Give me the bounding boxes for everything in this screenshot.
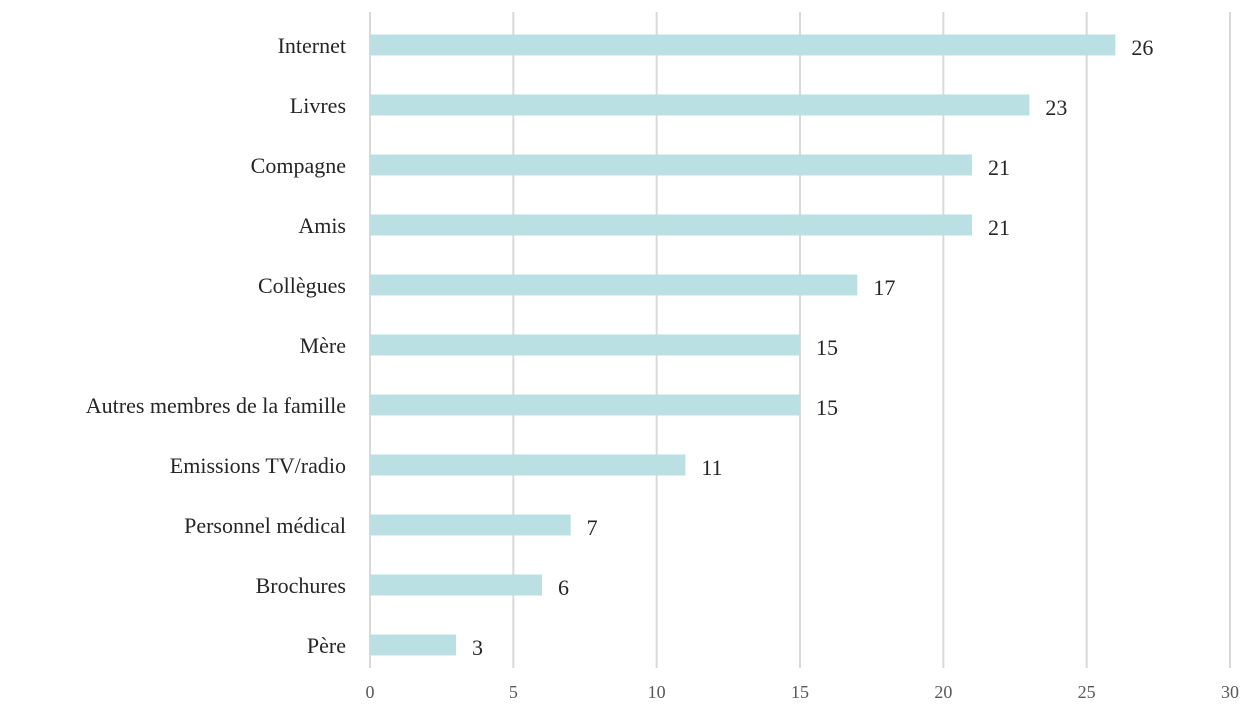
bar	[370, 34, 1116, 56]
x-tick-label: 25	[1078, 682, 1096, 702]
category-label: Compagne	[251, 153, 346, 178]
category-label: Emissions TV/radio	[170, 453, 346, 478]
bar	[370, 454, 686, 476]
data-label: 7	[587, 515, 598, 540]
data-label: 26	[1131, 35, 1153, 60]
data-label: 15	[816, 395, 838, 420]
bar	[370, 634, 456, 656]
data-label: 17	[873, 275, 895, 300]
data-label: 21	[988, 215, 1010, 240]
bar	[370, 574, 542, 596]
x-tick-label: 30	[1221, 682, 1239, 702]
category-label: Internet	[278, 33, 346, 58]
bars	[370, 34, 1116, 656]
category-label: Collègues	[258, 273, 346, 298]
bar	[370, 394, 800, 416]
category-label: Mère	[300, 333, 346, 358]
x-tick-label: 20	[934, 682, 952, 702]
category-label: Autres membres de la famille	[86, 393, 346, 418]
category-label: Personnel médical	[184, 513, 346, 538]
category-label: Livres	[290, 93, 346, 118]
data-label: 3	[472, 635, 483, 660]
x-tick-label: 5	[509, 682, 518, 702]
bar	[370, 274, 858, 296]
data-label: 15	[816, 335, 838, 360]
x-tick-label: 10	[648, 682, 666, 702]
category-labels: Internet Livres Compagne Amis Collègues Mère A…	[86, 33, 346, 658]
category-label: Amis	[298, 213, 346, 238]
data-label: 21	[988, 155, 1010, 180]
data-label: 6	[558, 575, 569, 600]
category-label: Brochures	[256, 573, 346, 598]
x-tick-label: 0	[366, 682, 375, 702]
data-labels: 26 23 21 21 17 15 15 11 7 6 3	[472, 35, 1153, 660]
bar	[370, 154, 972, 176]
bar	[370, 334, 800, 356]
x-tick-label: 15	[791, 682, 809, 702]
x-axis-tick-labels: 0 5 10 15 20 25 30	[366, 682, 1240, 702]
bar	[370, 514, 571, 536]
data-label: 23	[1045, 95, 1067, 120]
bar	[370, 94, 1030, 116]
category-label: Père	[307, 633, 346, 658]
data-label: 11	[701, 455, 722, 480]
bar	[370, 214, 972, 236]
